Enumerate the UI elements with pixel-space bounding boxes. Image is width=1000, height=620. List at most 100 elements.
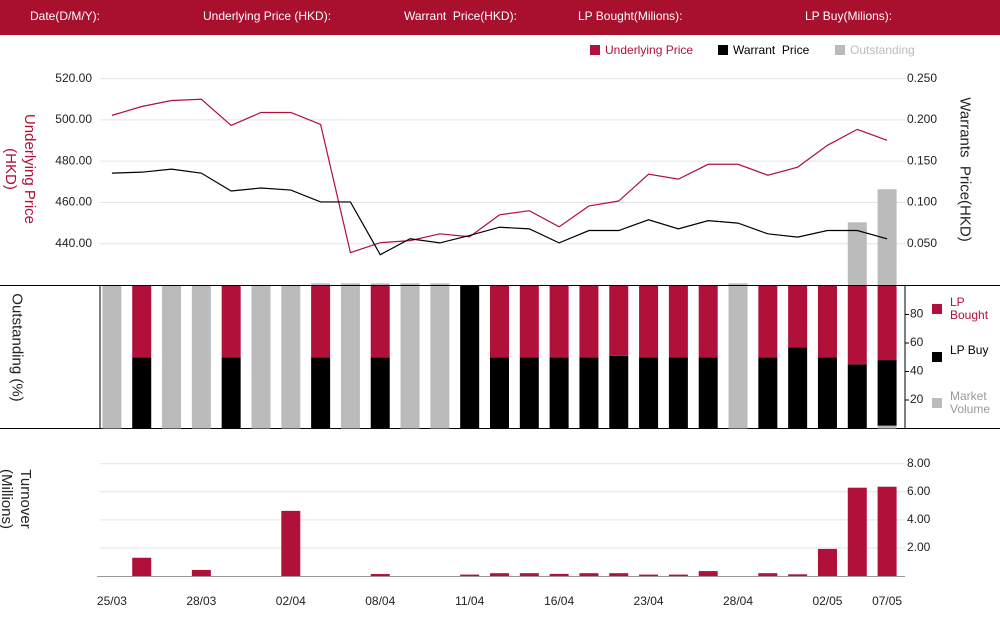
stacked-bar (132, 286, 152, 358)
bar (549, 573, 569, 576)
legend-swatch (718, 45, 728, 55)
x-tick-label: 07/05 (872, 594, 902, 608)
header-label: Warrant Price(HKD): (404, 9, 517, 23)
y-tick-label: 4.00 (907, 512, 931, 526)
x-tick-label: 28/04 (723, 594, 753, 608)
y2-axis-title: Warrants Price(HKD) (956, 97, 974, 242)
stacked-bar (549, 357, 569, 429)
x-tick-label: 02/04 (276, 594, 306, 608)
x-tick-label: 08/04 (365, 594, 395, 608)
y-tick-label: 500.00 (55, 112, 92, 126)
stacked-bar (847, 286, 867, 365)
stacked-bar (460, 286, 480, 429)
stacked-bar (877, 360, 897, 426)
y-axis-title: Outstanding (%) (8, 293, 26, 402)
legend-label: Market Volume (950, 389, 991, 416)
stacked-bar (788, 347, 808, 429)
y2-tick-label: 0.250 (907, 71, 937, 85)
stacked-bar (698, 286, 718, 358)
bar (579, 573, 599, 576)
stacked-bar (311, 357, 331, 429)
stacked-bar (519, 286, 539, 358)
stacked-bar (191, 286, 211, 429)
x-tick-label: 02/05 (812, 594, 842, 608)
series-line (111, 98, 888, 254)
legend-swatch (590, 45, 600, 55)
header-label: Date(D/M/Y): (30, 9, 100, 23)
stacked-bar (639, 357, 659, 429)
x-tick-label: 25/03 (97, 594, 127, 608)
legend-label: LP Bought (950, 295, 989, 322)
stacked-bar (758, 286, 778, 358)
bar (191, 569, 211, 576)
stacked-bar (609, 355, 629, 429)
bar (817, 548, 837, 576)
legend-swatch (932, 352, 942, 362)
bar (668, 574, 688, 576)
y-tick-label: 80 (910, 307, 924, 321)
stacked-bar (430, 286, 450, 429)
stacked-bar (519, 357, 539, 429)
legend-label: Warrant Price (733, 43, 810, 57)
y-tick-label: 460.00 (55, 195, 92, 209)
stacked-bar (877, 425, 897, 429)
x-tick-label: 23/04 (634, 594, 664, 608)
y-tick-label: 6.00 (907, 484, 931, 498)
x-tick-label: 16/04 (544, 594, 574, 608)
stacked-bar (490, 286, 509, 358)
stacked-bar (549, 286, 569, 358)
y-axis-title: Underlying Price (HKD) (2, 113, 38, 229)
stacked-bar (847, 364, 867, 429)
bar (788, 574, 808, 576)
bar (519, 573, 539, 576)
bar (639, 574, 659, 576)
stacked-bar (370, 357, 390, 429)
bar (698, 571, 718, 576)
bar (758, 573, 778, 576)
stacked-bar (102, 286, 122, 429)
y-tick-label: 2.00 (907, 540, 931, 554)
stacked-bar (132, 357, 152, 429)
series-line (111, 168, 888, 256)
legend-label: Outstanding (850, 43, 915, 57)
bar (609, 573, 629, 576)
bar (460, 574, 480, 576)
stacked-bar (579, 357, 599, 429)
y-tick-label: 8.00 (907, 456, 931, 470)
y-tick-label: 60 (910, 335, 924, 349)
y2-tick-label: 0.200 (907, 112, 937, 126)
legend-swatch (932, 304, 942, 314)
y-tick-label: 440.00 (55, 236, 92, 250)
bar (370, 574, 390, 576)
header-bar (0, 0, 1000, 35)
stacked-bar (817, 286, 837, 358)
y-tick-label: 40 (910, 364, 924, 378)
stacked-bar (609, 286, 629, 356)
stacked-bar (758, 357, 778, 429)
stacked-bar (668, 357, 688, 429)
y-axis-title: Turnover (Millions) (0, 469, 34, 529)
outstanding-bar (430, 283, 450, 285)
header-label: Underlying Price (HKD): (203, 9, 331, 23)
bar (877, 486, 897, 576)
bar (847, 487, 867, 576)
stacked-bar (221, 357, 241, 429)
stacked-bar (370, 286, 390, 358)
x-tick-label: 28/03 (186, 594, 216, 608)
y-tick-label: 20 (910, 392, 924, 406)
stacked-bar (281, 286, 301, 429)
x-tick-label: 11/04 (455, 594, 484, 608)
stacked-bar (400, 286, 420, 429)
header-label: LP Buy(Milions): (805, 9, 892, 23)
stacked-bar (490, 357, 509, 429)
outstanding-bar (400, 283, 420, 285)
outstanding-bar (340, 283, 360, 285)
bar (281, 510, 301, 576)
legend-label: Underlying Price (605, 43, 693, 57)
y2-tick-label: 0.150 (907, 153, 937, 167)
stacked-bar (817, 357, 837, 429)
bar (490, 573, 509, 576)
legend-swatch (932, 398, 942, 408)
